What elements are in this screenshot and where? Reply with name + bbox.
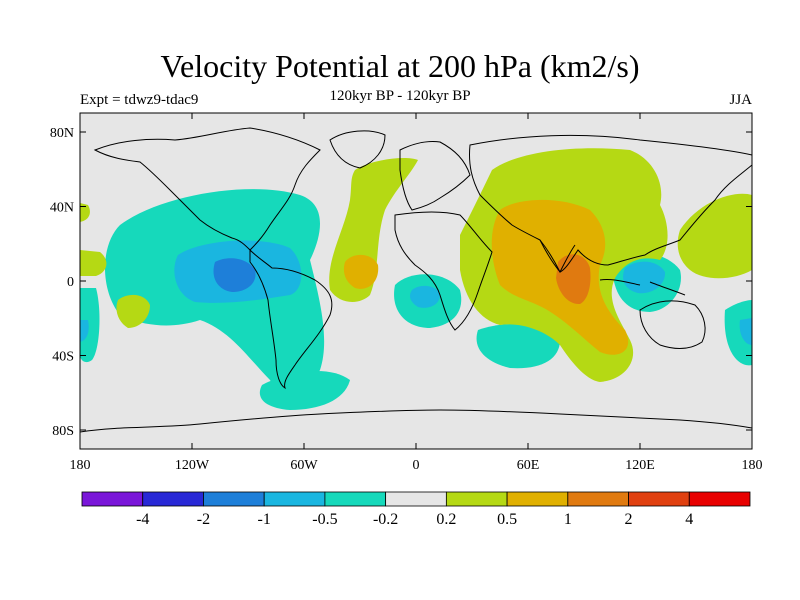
contour-region (80, 203, 90, 222)
experiment-label: Expt = tdwz9-tdac9 (80, 92, 199, 108)
latitude-axis: 80N 40N 0 40S 80S (50, 126, 752, 439)
colorbar-swatch (688, 491, 751, 507)
coastline-antarctica (80, 409, 752, 433)
colorbar-label: -0.5 (312, 511, 337, 528)
contour-region (677, 193, 752, 279)
lat-tick-label: 40S (52, 350, 74, 365)
lon-tick-label: 180 (70, 458, 91, 473)
colorbar: -4 -2 -1 -0.5 -0.2 0.2 0.5 1 2 4 (81, 491, 751, 528)
contour-region (739, 318, 752, 345)
contour-region (80, 250, 107, 276)
colorbar-swatch (385, 491, 447, 507)
lon-tick-label: 0 (413, 458, 420, 473)
lon-tick-label: 60E (517, 458, 540, 473)
contour-region (556, 254, 591, 305)
coastline-asia (469, 134, 752, 273)
contour-region (410, 285, 440, 308)
lon-tick-label: 60W (290, 458, 318, 473)
contour-region (213, 258, 256, 292)
colorbar-swatch (567, 491, 629, 507)
colorbar-swatch (324, 491, 387, 507)
colorbar-swatch (81, 491, 144, 507)
coastlines (80, 127, 752, 433)
lat-tick-label: 40N (50, 201, 74, 216)
colorbar-label: -1 (258, 511, 271, 528)
contour-region (724, 300, 752, 366)
coastline-indonesia (599, 279, 686, 296)
colorbar-label: -2 (197, 511, 210, 528)
coastline-greenland (329, 130, 386, 169)
colorbar-label: 0.2 (436, 511, 456, 528)
chart-subtitle: 120kyr BP - 120kyr BP (329, 88, 471, 104)
lat-tick-label: 80S (52, 424, 74, 439)
lon-tick-label: 180 (742, 458, 763, 473)
colorbar-swatch (506, 491, 569, 507)
contour-region (623, 261, 666, 294)
colorbar-swatch (445, 491, 508, 507)
coastline-europe (399, 141, 471, 211)
contour-region (343, 254, 379, 289)
contour-region (80, 320, 89, 342)
colorbar-label: 2 (625, 511, 633, 528)
contour-region (80, 288, 100, 363)
lon-tick-label: 120E (625, 458, 655, 473)
colorbar-label: -0.2 (373, 511, 398, 528)
lat-tick-label: 0 (67, 275, 74, 290)
colorbar-label: 1 (564, 511, 572, 528)
chart-title: Velocity Potential at 200 hPa (km2/s) (160, 48, 640, 84)
coastline-south-america (249, 248, 333, 390)
colorbar-swatch (263, 491, 326, 507)
lat-tick-label: 80N (50, 126, 74, 141)
contour-region (116, 294, 150, 328)
colorbar-swatch (628, 491, 690, 507)
colorbar-label: 0.5 (497, 511, 517, 528)
colorbar-swatch (142, 491, 204, 507)
colorbar-label: 4 (685, 511, 693, 528)
coastline-africa (394, 211, 493, 331)
colorbar-swatch (203, 491, 265, 507)
lon-tick-label: 120W (175, 458, 210, 473)
coastline-india (539, 239, 576, 274)
coastline-australia (639, 300, 706, 349)
contour-region (259, 370, 350, 410)
contour-region (476, 324, 560, 369)
colorbar-label: -4 (136, 511, 149, 528)
season-label: JJA (729, 92, 752, 108)
coastline-north-america (93, 127, 321, 251)
longitude-axis: 180 120W 60W 0 60E 120E 180 (70, 113, 763, 473)
